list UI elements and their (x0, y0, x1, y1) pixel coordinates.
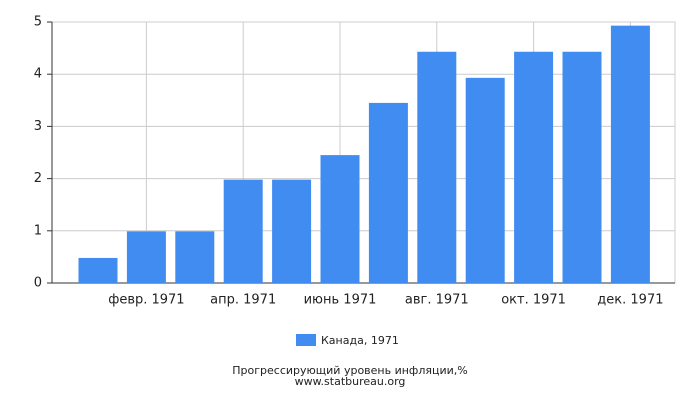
bar (272, 179, 312, 283)
x-tick-label: окт. 1971 (501, 293, 566, 308)
x-tick-label: авг. 1971 (405, 293, 469, 308)
bar (126, 231, 166, 283)
source: www.statbureau.org (295, 375, 406, 388)
bar (368, 102, 408, 283)
bar (514, 51, 554, 284)
chart-title: Прогрессирующий уровень инфляции,% (232, 364, 467, 377)
y-tick-label: 2 (34, 171, 42, 186)
x-tick-label: дек. 1971 (597, 293, 663, 308)
bar (78, 257, 118, 283)
y-tick-label: 0 (34, 276, 42, 291)
bar (175, 231, 215, 283)
bar (223, 179, 263, 283)
x-tick-label: июнь 1971 (304, 293, 377, 308)
legend-swatch (296, 334, 316, 346)
y-tick-label: 1 (34, 223, 42, 238)
bar (417, 51, 457, 284)
x-tick-label: апр. 1971 (210, 293, 276, 308)
bar (320, 155, 360, 283)
legend-label: Канада, 1971 (321, 334, 399, 347)
x-tick-label: февр. 1971 (108, 293, 184, 308)
y-tick-label: 5 (34, 15, 42, 30)
bar (610, 25, 650, 284)
bar (465, 77, 505, 283)
y-tick-label: 4 (34, 67, 42, 82)
y-tick-label: 3 (34, 119, 42, 134)
bar (562, 51, 602, 284)
